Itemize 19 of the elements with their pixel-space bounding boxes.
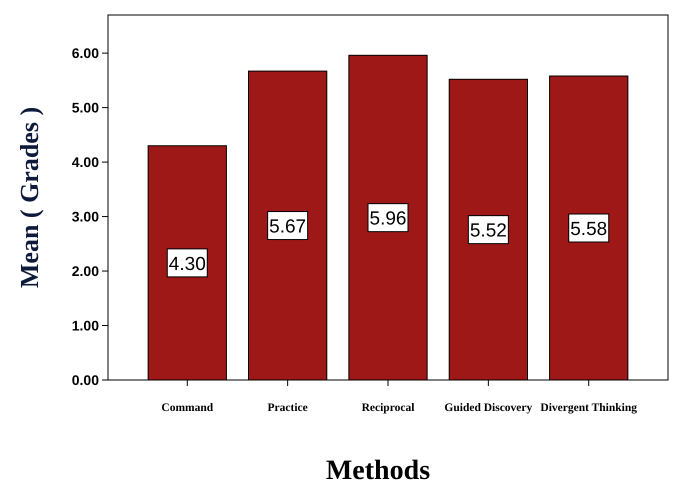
data-label: 5.67 (269, 216, 306, 238)
x-tick-label: Divergent Thinking (540, 402, 638, 414)
y-tick-label: 2.00 (72, 262, 100, 279)
y-tick-label: 6.00 (72, 45, 100, 62)
y-tick-label: 3.00 (72, 208, 100, 224)
x-tick-label: Guided Discovery (444, 402, 533, 414)
data-label: 5.58 (570, 219, 608, 240)
data-label: 4.30 (168, 254, 206, 275)
y-tick-label: 1.00 (72, 317, 100, 334)
y-tick-label: 0.00 (72, 372, 100, 388)
y-axis-title: Mean ( Grades ) (15, 106, 44, 288)
x-tick-label: Reciprocal (362, 402, 414, 414)
y-tick-label: 5.00 (72, 100, 100, 116)
x-tick-label: Practice (268, 402, 308, 414)
x-tick-label: Command (161, 402, 214, 414)
x-axis-title: Methods (326, 455, 430, 486)
y-tick-label: 4.00 (72, 154, 100, 170)
data-label: 5.96 (370, 208, 406, 230)
data-label: 5.52 (470, 220, 507, 242)
